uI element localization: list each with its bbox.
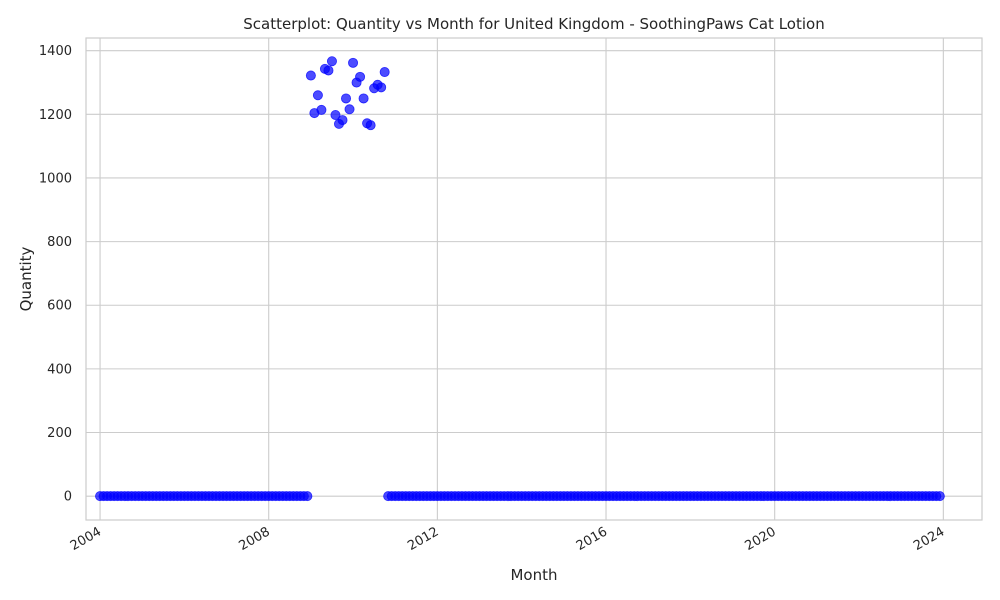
x-tick-label: 2004 — [68, 524, 104, 554]
data-points — [95, 56, 945, 502]
x-tick-label: 2020 — [743, 524, 779, 554]
plot-area — [86, 38, 982, 520]
x-tick-labels: 2004 2008 2012 2016 2020 2024 — [68, 524, 947, 554]
x-gridlines — [99, 38, 944, 520]
data-point — [365, 120, 376, 131]
data-point — [305, 70, 316, 81]
x-axis-title: Month — [510, 566, 557, 584]
data-point — [344, 104, 355, 115]
data-point — [358, 93, 369, 104]
data-point — [316, 104, 327, 115]
data-point — [355, 71, 366, 82]
y-gridlines — [86, 50, 982, 497]
data-point — [323, 65, 334, 76]
data-point — [341, 93, 352, 104]
y-tick-label: 400 — [47, 362, 72, 377]
y-tick-label: 1400 — [39, 44, 72, 59]
x-tick-label: 2008 — [237, 524, 273, 554]
x-tick-label: 2016 — [574, 524, 610, 554]
x-tick-label: 2024 — [911, 524, 947, 554]
data-point — [379, 67, 390, 78]
x-tick-label: 2012 — [405, 524, 441, 554]
y-tick-labels: 0 200 400 600 800 1000 1200 1400 — [39, 44, 72, 504]
y-tick-label: 1200 — [39, 108, 72, 123]
data-point — [326, 56, 337, 67]
data-point — [348, 57, 359, 68]
y-tick-label: 0 — [64, 490, 72, 505]
data-point — [934, 491, 945, 502]
plot-frame — [85, 37, 983, 521]
data-point — [376, 82, 387, 93]
y-tick-label: 800 — [47, 235, 72, 250]
y-tick-label: 1000 — [39, 171, 72, 186]
data-point — [302, 491, 313, 502]
y-tick-label: 600 — [47, 299, 72, 314]
y-tick-label: 200 — [47, 426, 72, 441]
data-point — [330, 109, 341, 120]
chart-title: Scatterplot: Quantity vs Month for Unite… — [243, 15, 824, 33]
y-axis-title: Quantity — [17, 246, 35, 311]
data-point — [312, 90, 323, 101]
data-point — [337, 115, 348, 126]
